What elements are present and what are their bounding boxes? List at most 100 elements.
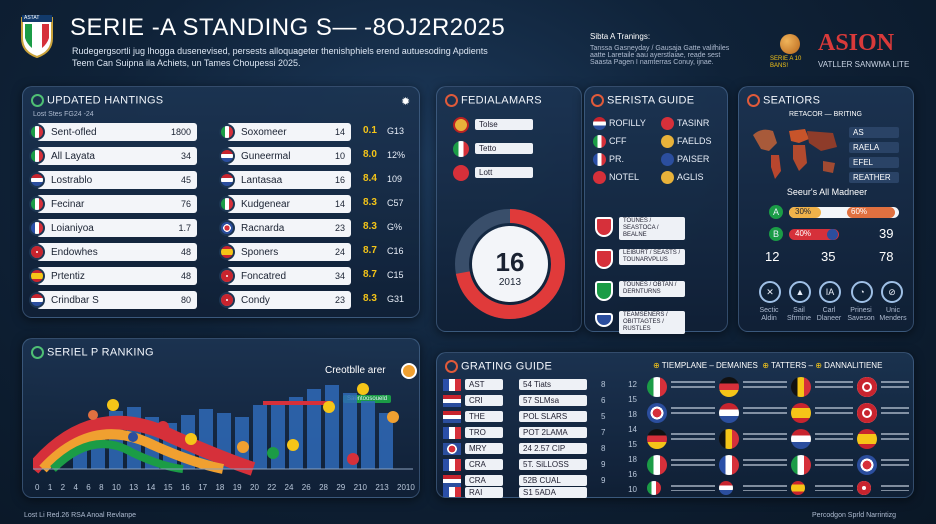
grating-row[interactable]: CRA 52B CUAL 9: [443, 475, 613, 488]
flag-icon[interactable]: [719, 455, 739, 475]
ranking-row[interactable]: Crindbar S 80: [29, 291, 197, 309]
guide-item[interactable]: TASINR: [661, 117, 709, 130]
flag-icon[interactable]: [791, 481, 805, 495]
team-name: Sent-ofled: [51, 126, 97, 138]
flag-icon[interactable]: [857, 429, 877, 449]
station-icon-name: Carl: [822, 307, 836, 314]
ranking-row[interactable]: Prtentiz 48: [29, 267, 197, 285]
station-icon[interactable]: ⊘: [881, 281, 903, 303]
guide-item[interactable]: FAELDS: [661, 135, 712, 148]
info-line-2: aatte Laretaile aau ayerstlaiae, reade s…: [590, 52, 721, 59]
flag-icon[interactable]: [647, 481, 661, 495]
grating-value: S1 5ADA: [519, 487, 587, 498]
grating-n: 8: [601, 444, 606, 453]
grating-row[interactable]: MRY 24 2.57 CIP 8: [443, 443, 613, 456]
ranking-row[interactable]: Sent-ofled 1800: [29, 123, 197, 141]
ring-number: 16: [495, 247, 525, 277]
grating-header-labels: ⊕ TIEMPLANE – DEMAINES ⊕ TATTERS – ⊕ DAN…: [653, 361, 883, 370]
gear-icon[interactable]: ✹: [401, 96, 411, 108]
crest-icon: [595, 313, 613, 327]
ranking-row[interactable]: Loianiyoa 1.7: [29, 219, 197, 237]
grating-row[interactable]: CRA 5T. SiLLOSS 9: [443, 459, 613, 472]
team-name: Kudgenear: [241, 198, 290, 210]
x-tick: 22: [267, 483, 277, 492]
fediala-chip[interactable]: Tolse: [475, 119, 533, 130]
flag-icon[interactable]: [647, 429, 667, 449]
guide-item[interactable]: CFF: [593, 135, 627, 148]
station-icon[interactable]: ✕: [759, 281, 781, 303]
flag-icon[interactable]: [791, 429, 811, 449]
team-value: 23: [334, 295, 345, 305]
stations-subtitle: Seeur's All Madneer: [786, 187, 868, 197]
flag-icon[interactable]: [719, 429, 739, 449]
station-icon[interactable]: IA: [819, 281, 841, 303]
guide-item[interactable]: AGLIS: [661, 171, 704, 184]
grating-row[interactable]: CRI 57 SLMsa 6: [443, 395, 613, 408]
guide-card[interactable]: TOUNES / SEASTOCA / BEALNE: [619, 217, 685, 240]
flag-icon: [443, 443, 461, 455]
station-icon[interactable]: ◔: [851, 281, 873, 303]
map-caption: RETACOR — BRITING: [789, 111, 862, 118]
guide-card[interactable]: TEAMSENERS / OBITTAGTES / RUSTLES: [619, 311, 685, 334]
ranking-row[interactable]: Soxomeer 14: [219, 123, 351, 141]
guide-item[interactable]: PAISER: [661, 153, 709, 166]
grating-row[interactable]: RAI S1 5ADA: [443, 487, 613, 499]
ranking-row[interactable]: Condy 23: [219, 291, 351, 309]
ranking-row[interactable]: Lostrablo 45: [29, 171, 197, 189]
flag-icon[interactable]: [791, 455, 811, 475]
flag-icon[interactable]: [719, 403, 739, 423]
station-icon-label: Unic Menders: [877, 307, 909, 323]
guide-item[interactable]: NOTEL: [593, 171, 639, 184]
x-tick: 16: [180, 483, 190, 492]
ranking-row[interactable]: Sponers 24: [219, 243, 351, 261]
station-icon[interactable]: ▲: [789, 281, 811, 303]
fediala-chip[interactable]: Tetto: [475, 143, 533, 154]
flag-grid: [647, 377, 911, 495]
x-tick: 2010: [397, 483, 415, 492]
flag-icon[interactable]: [791, 403, 811, 423]
guide-item-label: AGLIS: [677, 171, 704, 182]
flag-icon[interactable]: [857, 377, 877, 397]
flag-icon[interactable]: [647, 377, 667, 397]
grating-row[interactable]: TRO POT 2LAMA 7: [443, 427, 613, 440]
callout-icon[interactable]: [401, 363, 417, 379]
crest-icon: [595, 281, 613, 301]
x-tick: 213: [375, 483, 389, 492]
flag-icon: [453, 141, 469, 157]
flag-icon[interactable]: [647, 403, 667, 423]
flag-icon[interactable]: [791, 377, 811, 397]
station-icon-name: Sail: [793, 307, 805, 314]
flag-icon[interactable]: [719, 377, 739, 397]
guide-item[interactable]: PR.: [593, 153, 624, 166]
flag-icon[interactable]: [857, 481, 871, 495]
flag-icon: [443, 411, 461, 423]
guide-card[interactable]: TOUNES / OBTAN / DERNTURNS: [619, 281, 685, 297]
grating-row[interactable]: THE POL SLARS 5: [443, 411, 613, 424]
guide-card[interactable]: LEIBURT / SEASTS / TOUNARVPLUS: [619, 249, 685, 265]
grating-value: POL SLARS: [519, 411, 587, 422]
team-name: All Layata: [51, 150, 95, 162]
guide-item[interactable]: ROFILLY: [593, 117, 646, 130]
flag-icon[interactable]: [719, 481, 733, 495]
ranking-row[interactable]: Endowhes 48: [29, 243, 197, 261]
team-value: 24: [334, 247, 345, 257]
flag-icon[interactable]: [857, 455, 877, 475]
ranking-row[interactable]: All Layata 34: [29, 147, 197, 165]
grating-title: GRATING GUIDE: [445, 360, 552, 373]
team-name: Soxomeer: [241, 126, 287, 138]
flag-icon: [29, 148, 45, 164]
ranking-row[interactable]: Foncatred 34: [219, 267, 351, 285]
grating-row[interactable]: AST 54 Tiats 8: [443, 379, 613, 392]
grating-title-text: GRATING GUIDE: [461, 360, 553, 373]
bar-a-right: 60%: [851, 207, 868, 216]
ranking-row[interactable]: Lantasaa 16: [219, 171, 351, 189]
ranking-row[interactable]: Racnarda 23: [219, 219, 351, 237]
ranking-row[interactable]: Guneermal 10: [219, 147, 351, 165]
brand-subtitle: VATLLER SANWMA LITE: [818, 60, 910, 69]
score-a: 8.3: [363, 293, 377, 304]
fediala-chip[interactable]: Lott: [475, 167, 533, 178]
ranking-row[interactable]: Fecinar 76: [29, 195, 197, 213]
flag-icon[interactable]: [647, 455, 667, 475]
ranking-row[interactable]: Kudgenear 14: [219, 195, 351, 213]
flag-icon[interactable]: [857, 403, 877, 423]
